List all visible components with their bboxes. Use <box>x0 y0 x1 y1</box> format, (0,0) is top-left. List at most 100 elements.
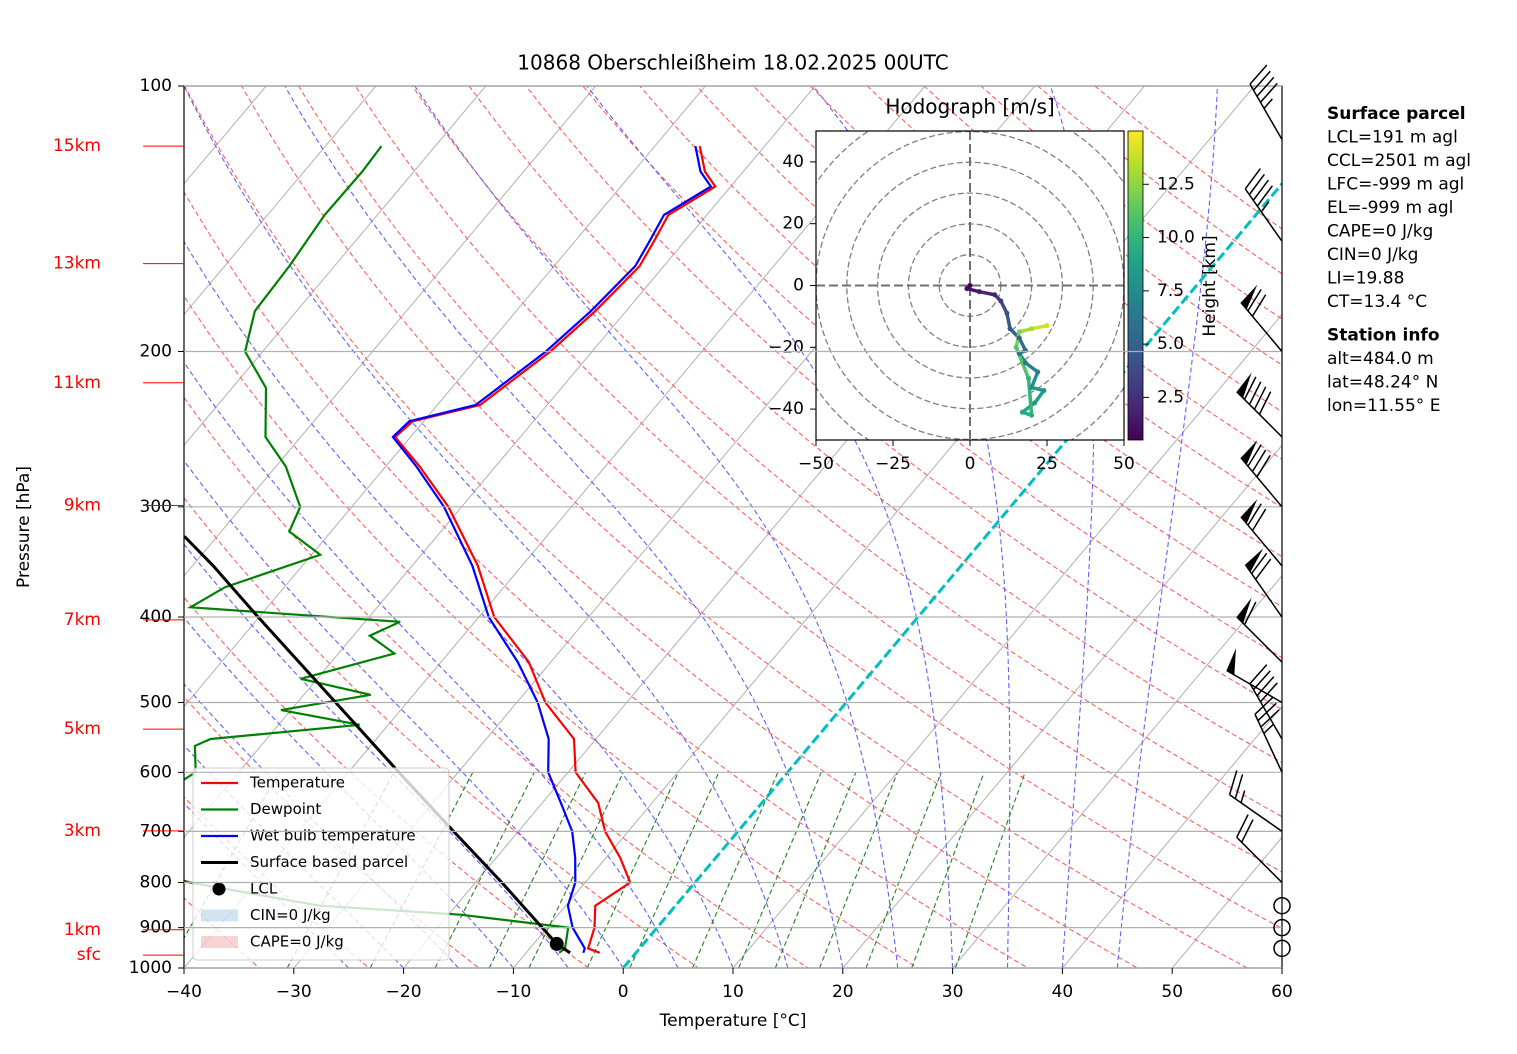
wind-barb-staff <box>1228 770 1283 832</box>
mixing-ratio-line <box>865 772 942 968</box>
moist-adiabat <box>184 361 679 968</box>
info-line: LI=19.88 <box>1327 269 1404 289</box>
wind-barb-staff <box>1240 444 1283 508</box>
dry-adiabat <box>184 396 810 968</box>
legend-label: CAPE=0 J/kg <box>250 933 344 951</box>
mixing-ratio-line <box>434 772 535 968</box>
colorbar-tick-label: 7.5 <box>1157 281 1184 301</box>
hodograph-point <box>964 286 970 292</box>
hodograph-point <box>1035 369 1041 375</box>
hodograph-point <box>1029 326 1035 332</box>
isotherm <box>184 86 487 446</box>
height-label: 7km <box>64 610 101 630</box>
wind-barb <box>1236 597 1283 663</box>
mixing-ratio-line <box>629 772 720 968</box>
x-tick-label: 40 <box>1052 982 1074 1002</box>
moist-adiabat <box>414 86 899 968</box>
hodograph-segment <box>977 289 997 297</box>
hodograph-point <box>992 292 998 298</box>
colorbar-tick-label: 12.5 <box>1157 174 1195 194</box>
hodograph-point <box>1022 360 1028 366</box>
y-tick-label: 200 <box>140 342 172 362</box>
x-axis-label: Temperature [°C] <box>659 1011 807 1031</box>
hodograph-point <box>1019 409 1025 415</box>
y-tick-label: 100 <box>140 76 172 96</box>
isotherm <box>1061 705 1282 968</box>
hodograph-x-tick-label: −50 <box>798 454 834 474</box>
hodograph: Hodograph [m/s] Height [km] −50 −25 0 25 50 −… <box>768 95 1220 475</box>
mixing-ratio-line <box>586 772 679 968</box>
mixing-ratio-line <box>691 772 779 968</box>
hodograph-point <box>998 298 1004 304</box>
isotherm <box>951 575 1282 968</box>
mixing-ratio-line <box>488 772 587 968</box>
hodograph-segment <box>1032 388 1046 405</box>
hodograph-point <box>1041 388 1047 394</box>
wind-barb-pennant <box>1236 597 1252 624</box>
dry-adiabat <box>184 86 1139 968</box>
legend-marker <box>212 882 226 896</box>
info-line: CIN=0 J/kg <box>1327 245 1418 265</box>
info-heading: Station info <box>1327 326 1440 346</box>
x-tick-label: 50 <box>1161 982 1183 1002</box>
hodograph-point <box>1044 323 1050 329</box>
dry-adiabat <box>184 496 700 968</box>
y-tick-label: 900 <box>140 918 172 938</box>
y-tick-label: 800 <box>140 873 172 893</box>
freezing-isotherm <box>622 181 1282 968</box>
legend-label: Wet bulb temperature <box>250 827 416 845</box>
isotherm <box>184 86 706 708</box>
wind-barb-pennant <box>1240 499 1258 524</box>
moist-adiabat <box>1116 86 1218 968</box>
hodograph-x-tick-label: −25 <box>875 454 911 474</box>
wind-barb <box>1236 814 1283 884</box>
wind-barb-staff <box>1240 503 1283 567</box>
y-tick-label: 1000 <box>129 958 172 978</box>
hodograph-y-tick-label: 40 <box>782 152 804 172</box>
y-tick-label: 300 <box>140 497 172 517</box>
mixing-ratio-line <box>738 772 822 968</box>
wind-barb <box>1240 284 1283 352</box>
moist-adiabat <box>184 543 569 968</box>
x-tick-label: 20 <box>832 982 854 1002</box>
dry-adiabat <box>468 86 1282 764</box>
info-line: CAPE=0 J/kg <box>1327 222 1433 242</box>
wind-barb-pennant <box>1240 284 1258 310</box>
dry-adiabat <box>184 190 1029 968</box>
x-tick-label: 30 <box>942 982 964 1002</box>
hodograph-point <box>1004 310 1010 316</box>
height-label: 3km <box>64 821 101 841</box>
x-tick-label: 0 <box>618 982 629 1002</box>
hodograph-ring <box>876 192 1064 379</box>
dry-adiabat <box>184 295 920 968</box>
wind-barb-staff <box>1240 288 1283 352</box>
wind-barb-pennant <box>1236 372 1252 399</box>
info-heading: Surface parcel <box>1327 104 1466 124</box>
legend-box <box>192 767 450 961</box>
hodograph-point <box>1029 412 1035 418</box>
legend-label: CIN=0 J/kg <box>250 906 331 924</box>
wind-barb <box>1249 664 1283 740</box>
wind-barb <box>1254 696 1283 773</box>
wind-calm <box>1273 896 1291 915</box>
x-tick-label: −20 <box>386 982 422 1002</box>
isotherm <box>842 444 1282 968</box>
moist-adiabat <box>184 86 789 968</box>
colorbar <box>1127 130 1144 441</box>
dry-adiabat <box>809 86 1282 460</box>
hodograph-y-tick-label: 20 <box>782 214 804 234</box>
y-axis-label: Pressure [hPa] <box>14 466 34 588</box>
legend-label: Temperature <box>249 774 345 792</box>
hodograph-point <box>1022 347 1028 353</box>
moist-adiabat <box>284 86 844 968</box>
hodograph-x-tick-label: 0 <box>965 454 976 474</box>
mixing-ratio-line <box>818 772 899 968</box>
wind-barb-staff <box>1254 696 1283 773</box>
wind-barb-staff <box>1236 376 1283 438</box>
hodograph-x-tick-label: 25 <box>1036 454 1058 474</box>
wind-barb-pennant <box>1226 648 1236 675</box>
info-line: EL=-999 m agl <box>1327 198 1453 218</box>
hodograph-segment <box>1023 361 1040 374</box>
colorbar-label: Height [km] <box>1200 235 1220 336</box>
